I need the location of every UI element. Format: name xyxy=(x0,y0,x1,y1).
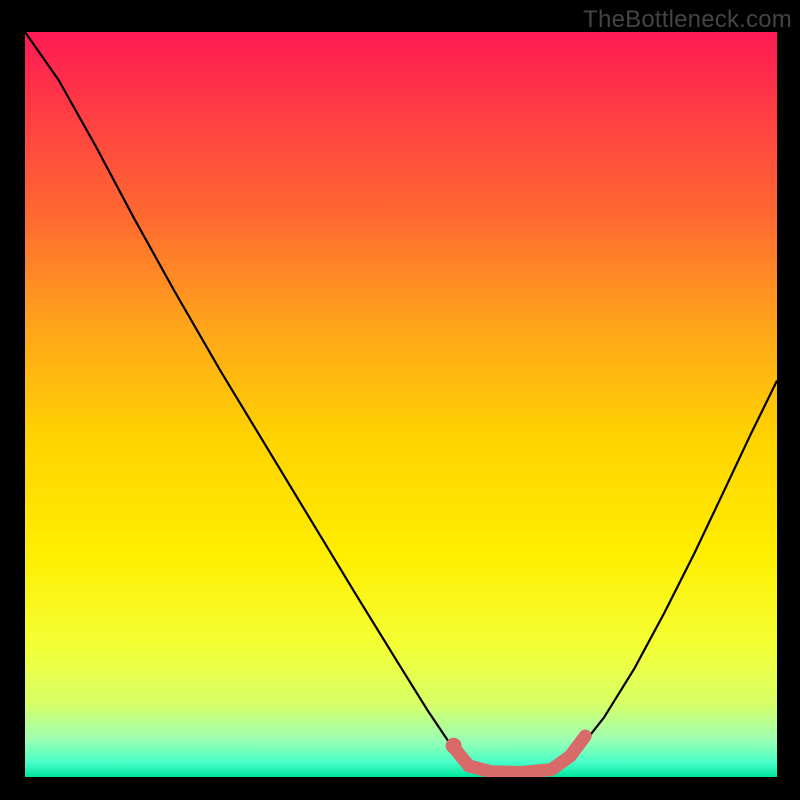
gradient-background xyxy=(25,32,777,777)
plot-svg xyxy=(25,32,777,777)
watermark-text: TheBottleneck.com xyxy=(583,6,792,34)
highlight-dot xyxy=(446,738,462,754)
plot-area xyxy=(25,32,777,777)
